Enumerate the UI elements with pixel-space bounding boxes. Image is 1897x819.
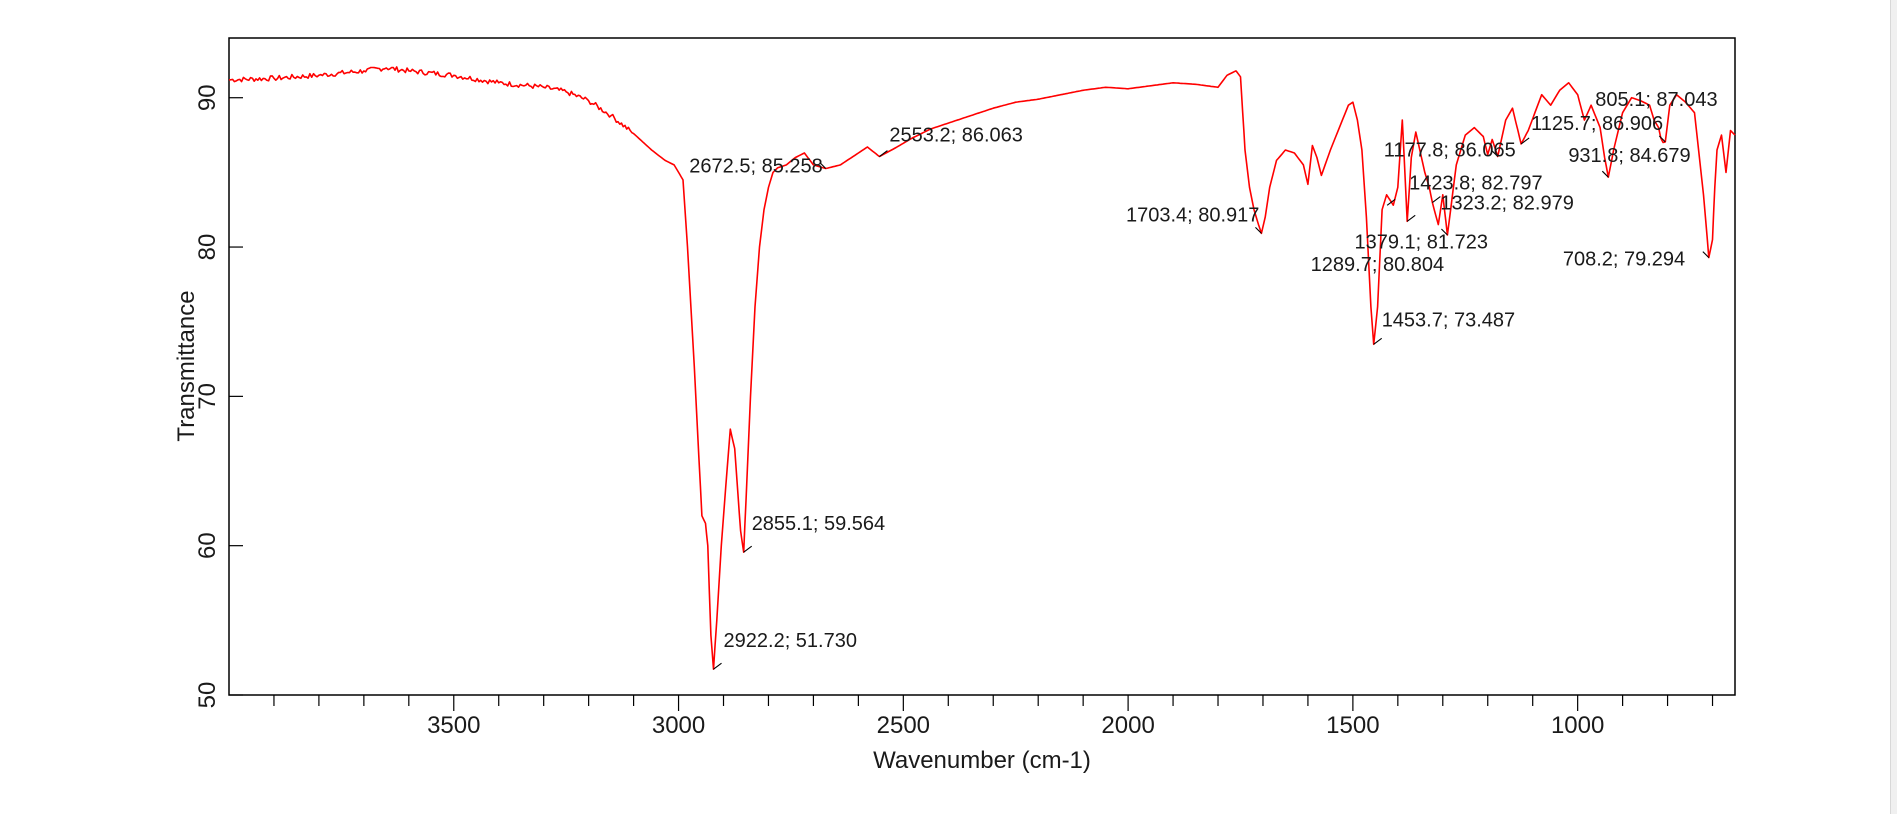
y-axis-ticks: 50 60 70 80 90 [194, 84, 243, 708]
y-tick-label: 90 [194, 84, 221, 111]
annotation-leader [1441, 228, 1448, 236]
peak-label: 2855.1; 59.564 [752, 513, 885, 535]
peak-label: 2922.2; 51.730 [724, 630, 857, 652]
annotation-leader [819, 162, 827, 169]
peak-label: 1323.2; 82.979 [1440, 193, 1573, 215]
peak-label: 1177.8; 86.065 [1384, 139, 1516, 161]
annotation-leader [743, 545, 753, 553]
x-tick-label: 2000 [1101, 712, 1154, 739]
peak-label: 805.1; 87.043 [1595, 89, 1717, 111]
y-axis-label: Transmittance [173, 290, 200, 441]
peak-label: 1453.7; 73.487 [1382, 309, 1515, 331]
peak-label: 1703.4; 80.917 [1126, 204, 1259, 226]
peak-label: 1379.1; 81.723 [1354, 231, 1487, 253]
x-tick-label: 3000 [652, 712, 705, 739]
x-tick-label: 2500 [877, 712, 930, 739]
annotation-leader [1386, 198, 1396, 206]
x-tick-label: 1000 [1551, 712, 1604, 739]
annotation-leader [1373, 337, 1383, 345]
annotation-leader [1406, 214, 1416, 222]
x-tick-label: 1500 [1326, 712, 1379, 739]
annotation-leader [1491, 150, 1499, 157]
annotation-leader [1432, 196, 1441, 204]
x-axis-label: Wavenumber (cm-1) [873, 747, 1091, 774]
window-edge [1890, 0, 1897, 814]
y-tick-label: 70 [194, 383, 221, 410]
peak-label: 1125.7; 86.906 [1531, 113, 1663, 135]
annotation-leader [879, 150, 888, 157]
peak-label: 708.2; 79.294 [1563, 249, 1685, 271]
peak-label: 1289.7; 80.804 [1311, 254, 1444, 276]
annotation-leader [713, 662, 722, 670]
annotation-leader [1702, 251, 1710, 258]
annotation-leader [1658, 135, 1666, 143]
y-tick-label: 50 [194, 682, 221, 709]
peak-label: 2553.2; 86.063 [889, 125, 1022, 147]
annotation-leader [1255, 226, 1262, 234]
y-tick-label: 60 [194, 532, 221, 559]
x-axis-ticks: 3500 3000 2500 2000 1500 1000 [273, 695, 1714, 739]
y-tick-label: 80 [194, 234, 221, 261]
peak-label: 931.8; 84.679 [1568, 145, 1690, 167]
peak-label: 1423.8; 82.797 [1409, 172, 1542, 194]
x-tick-label: 3500 [427, 712, 480, 739]
annotation-leader [1520, 137, 1530, 145]
spectrum-line [229, 66, 1736, 670]
peak-annotations: 2922.2; 51.730 2855.1; 59.564 2672.5; 85.2… [689, 89, 1718, 670]
peak-label: 2672.5; 85.258 [689, 156, 822, 178]
annotation-leader [1601, 170, 1609, 178]
plot-frame [228, 37, 1736, 696]
